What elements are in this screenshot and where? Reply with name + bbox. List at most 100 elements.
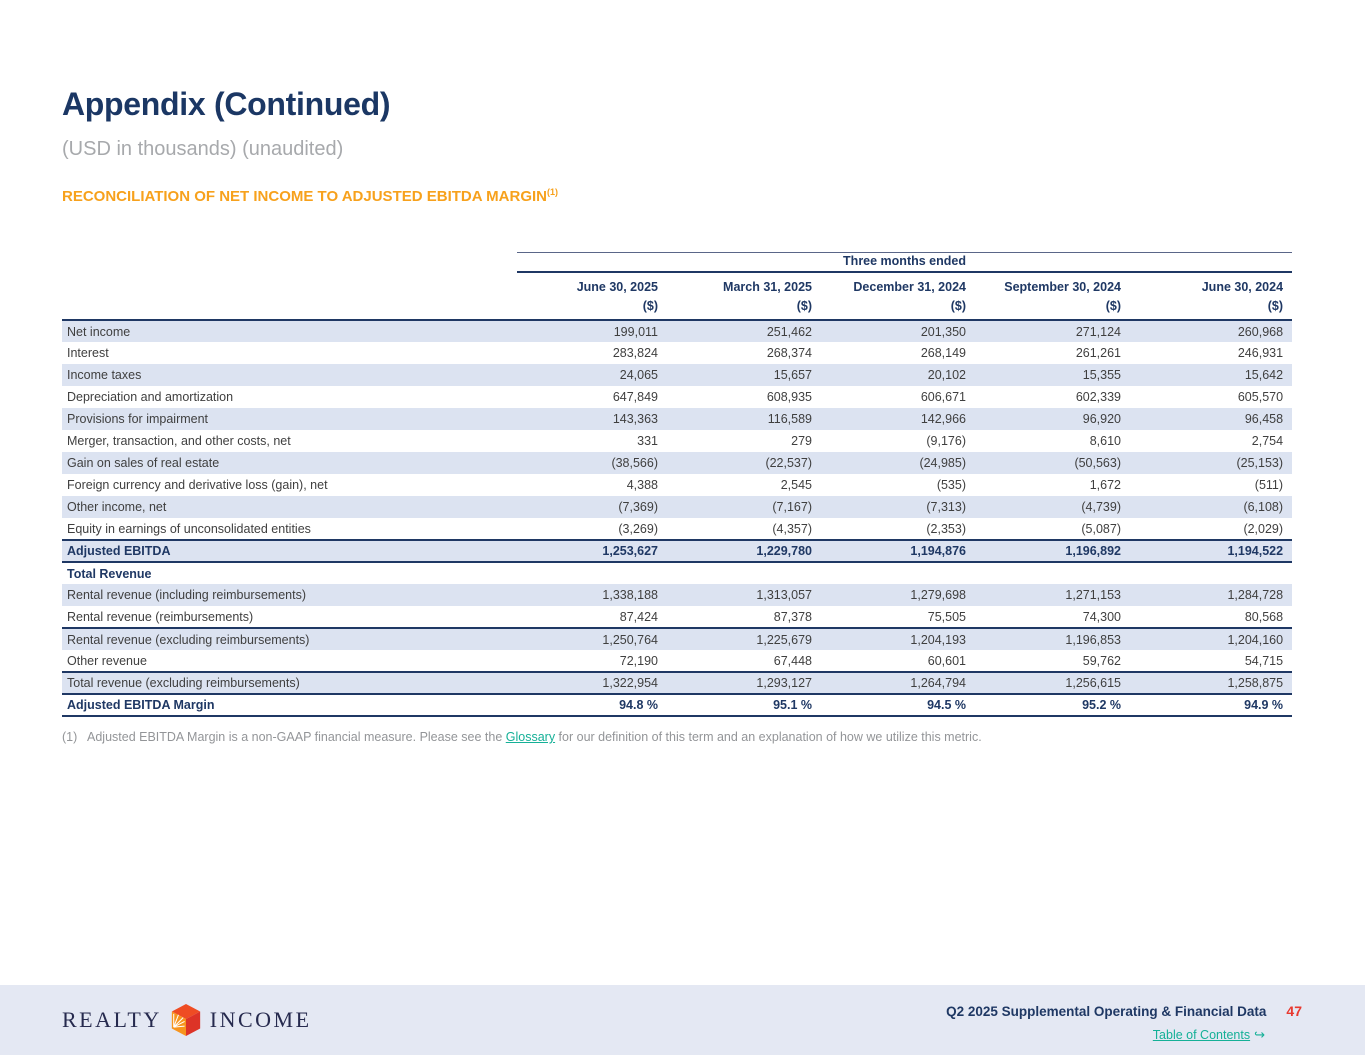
table-row: Total Revenue <box>62 562 1292 584</box>
unit-header: ($) <box>1135 296 1293 321</box>
units-row: ($) ($) ($) ($) ($) <box>62 296 1293 321</box>
row-value: (7,313) <box>926 500 966 514</box>
toc-hook-arrow-icon[interactable]: ↪ <box>1254 1027 1265 1042</box>
row-value: 647,849 <box>612 390 658 404</box>
row-label: Depreciation and amortization <box>67 390 234 404</box>
row-value: 1,229,780 <box>672 539 826 563</box>
row-value: (511) <box>1254 478 1284 492</box>
row-value: (22,537) <box>765 456 812 470</box>
row-value: 1,258,875 <box>1135 671 1293 695</box>
glossary-link[interactable]: Glossary <box>505 730 556 744</box>
row-value: 1,253,627 <box>517 539 672 563</box>
row-label: Rental revenue (including reimbursements… <box>67 588 307 602</box>
group-header-spacer <box>62 253 517 273</box>
row-value: 59,762 <box>1082 653 1121 668</box>
row-value <box>1135 562 1292 584</box>
row-value: 1,204,160 <box>1227 632 1284 647</box>
table-row: Net income 199,011 251,462 201,350 271,124 26… <box>62 320 1293 342</box>
row-value: 1,196,892 <box>980 539 1135 563</box>
unit-header: ($) <box>826 296 980 321</box>
row-value: (4,357) <box>772 521 812 536</box>
row-value: 1,250,764 <box>602 632 658 647</box>
row-value: 15,355 <box>1082 368 1121 382</box>
table-row: Rental revenue (excluding reimbursements… <box>62 628 1293 650</box>
row-value: (535) <box>936 478 966 492</box>
page-number: 47 <box>1286 1003 1302 1019</box>
row-value: (3,269) <box>618 521 658 536</box>
row-value: (38,566) <box>611 456 658 470</box>
row-value: 605,570 <box>1237 390 1284 404</box>
row-value: 94.5 % <box>826 694 980 717</box>
brand-word-income: INCOME <box>209 1007 312 1032</box>
footnote: (1) Adjusted EBITDA Margin is a non-GAAP … <box>62 730 982 744</box>
row-value: (50,563) <box>1074 456 1121 470</box>
doc-title-line: Q2 2025 Supplemental Operating & Financi… <box>946 1003 1302 1019</box>
table-row: Adjusted EBITDA Margin 94.8 % 95.1 % 94.5 %… <box>62 694 1293 717</box>
row-label: Total Revenue <box>67 566 152 581</box>
row-value <box>826 562 980 584</box>
row-value: 116,589 <box>767 412 812 426</box>
row-value: (4,739) <box>1081 500 1121 514</box>
row-value: (6,108) <box>1243 500 1284 514</box>
row-value: 24,065 <box>619 368 658 382</box>
dates-header-row: June 30, 2025 March 31, 2025 December 31, … <box>62 272 1292 296</box>
table-row: Depreciation and amortization 647,849 608,… <box>62 386 1292 408</box>
table-row: Adjusted EBITDA 1,253,627 1,229,780 1,194,8… <box>62 539 1293 563</box>
row-label: Other income, net <box>67 500 167 514</box>
row-value: 1,196,853 <box>1065 632 1121 647</box>
row-value: 15,657 <box>773 368 812 382</box>
footer-bar: REALTY INCOME Q2 2025 Supplemental Opera… <box>0 985 1365 1055</box>
row-label: Adjusted EBITDA Margin <box>62 694 517 717</box>
row-value: 201,350 <box>920 324 966 339</box>
reconciliation-table-container: Three months ended June 30, 2025 March 31… <box>62 252 1293 717</box>
row-value: 1,293,127 <box>672 671 826 695</box>
column-header: June 30, 2024 <box>1201 280 1284 294</box>
row-value: 1,256,615 <box>980 671 1135 695</box>
row-value: 143,363 <box>612 412 658 426</box>
row-value: 74,300 <box>980 606 1135 629</box>
table-of-contents-link[interactable]: Table of Contents <box>1152 1028 1251 1042</box>
row-value: 67,448 <box>773 653 812 668</box>
footnote-text-before: Adjusted EBITDA Margin is a non-GAAP fin… <box>87 730 506 744</box>
row-value: 279 <box>791 434 812 448</box>
row-value: 142,966 <box>920 412 966 426</box>
row-value: 1,225,679 <box>756 632 812 647</box>
row-value: 283,824 <box>612 346 658 360</box>
row-value: 2,754 <box>1251 434 1284 448</box>
reconciliation-table: Three months ended June 30, 2025 March 31… <box>62 252 1293 717</box>
page-subtitle: (USD in thousands) (unaudited) <box>62 138 344 160</box>
row-value <box>672 562 826 584</box>
row-value: 331 <box>637 434 658 448</box>
row-value: 1,284,728 <box>1227 588 1284 602</box>
row-label: Other revenue <box>67 653 147 668</box>
row-value: 1,264,794 <box>826 671 980 695</box>
row-value: 94.8 % <box>517 694 672 717</box>
column-header: September 30, 2024 <box>1004 280 1121 294</box>
row-value: (9,176) <box>926 434 966 448</box>
group-header: Three months ended <box>517 252 1293 273</box>
table-row: Foreign currency and derivative loss (ga… <box>62 474 1292 496</box>
row-value: 96,920 <box>1082 412 1121 426</box>
row-label: Income taxes <box>67 368 142 382</box>
row-value: (7,369) <box>618 500 658 514</box>
row-value: 4,388 <box>626 478 658 492</box>
row-value: 15,642 <box>1244 368 1284 382</box>
row-value: 268,149 <box>920 346 966 360</box>
row-value: 271,124 <box>1075 324 1121 339</box>
row-value: 251,462 <box>766 324 812 339</box>
table-row: Other income, net (7,369) (7,167) (7,313) (4… <box>62 496 1293 518</box>
row-label: Gain on sales of real estate <box>67 456 220 470</box>
section-heading: RECONCILIATION OF NET INCOME TO ADJUSTED… <box>62 187 558 205</box>
row-value: (24,985) <box>919 456 966 470</box>
table-row: Gain on sales of real estate (38,566) (22,… <box>62 452 1293 474</box>
row-label: Adjusted EBITDA <box>62 539 517 563</box>
row-value: 80,568 <box>1135 606 1293 629</box>
row-value <box>517 562 672 584</box>
row-value: 95.2 % <box>980 694 1135 717</box>
row-value: 1,338,188 <box>602 588 658 602</box>
table-row: Interest 283,824 268,374 268,149 261,261 246,… <box>62 342 1292 364</box>
unit-header: ($) <box>517 296 672 321</box>
row-value: 1,204,193 <box>910 632 966 647</box>
row-label: Equity in earnings of unconsolidated ent… <box>67 521 311 536</box>
row-value: 87,378 <box>672 606 826 629</box>
